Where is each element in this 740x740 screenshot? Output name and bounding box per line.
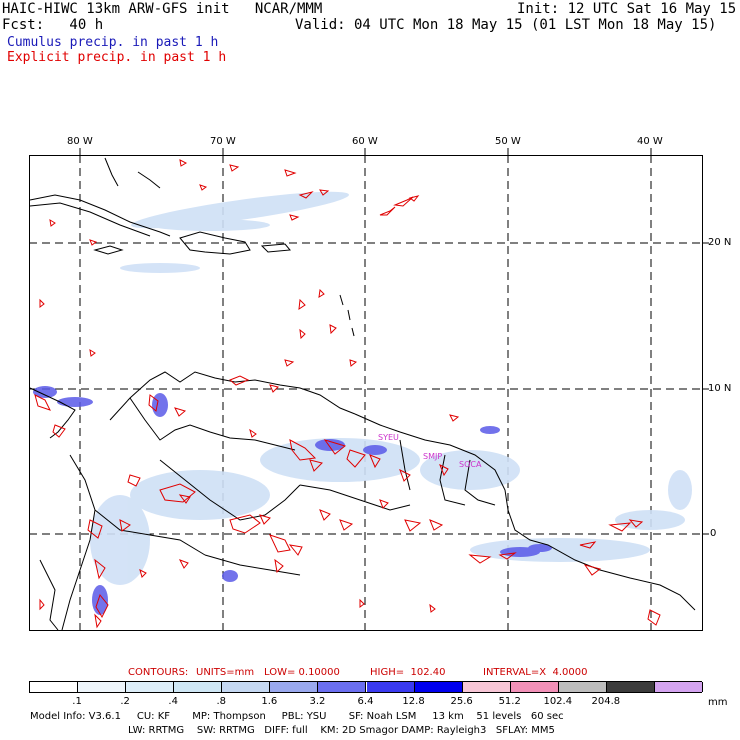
colorbar-swatch (78, 682, 127, 692)
colorbar-label: 3.2 (309, 696, 326, 707)
valid-time: Valid: 04 UTC Mon 18 May 15 (01 LST Mon … (295, 17, 717, 33)
model-info-line1: Model Info: V3.6.1 CU: KF MP: Thompson P… (30, 711, 564, 722)
colorbar-label: .2 (120, 696, 130, 707)
contours-units: UNITS=mm (196, 667, 255, 678)
cumulus-light-shading (90, 191, 692, 585)
lat-lon-grid (29, 155, 702, 630)
colorbar-label: 12.8 (402, 696, 425, 707)
colorbar (29, 681, 703, 693)
colorbar-label: 6.4 (357, 696, 374, 707)
cumulus-heavy-shading (33, 386, 552, 615)
map-frame (29, 155, 703, 631)
colorbar-swatch (222, 682, 271, 692)
colorbar-unit: mm (708, 697, 728, 708)
contours-high: HIGH= 102.40 (370, 667, 446, 678)
model-title: HAIC-HIWC 13km ARW-GFS init NCAR/MMM (2, 1, 323, 17)
contours-interval: INTERVAL=X 4.0000 (483, 667, 588, 678)
colorbar-label: .8 (216, 696, 227, 707)
model-info-line2: LW: RRTMG SW: RRTMG DIFF: full KM: 2D Sm… (128, 725, 555, 736)
station-label: SYEU (378, 433, 399, 442)
colorbar-swatch (174, 682, 223, 692)
legend-explicit: Explicit precip. in past 1 h (7, 50, 227, 65)
tick-marks (79, 148, 709, 535)
lon-label: 40 W (637, 136, 663, 147)
coastlines (29, 157, 696, 631)
colorbar-label: .1 (72, 696, 82, 707)
colorbar-swatch (126, 682, 175, 692)
colorbar-label: .4 (168, 696, 178, 707)
contours-label: CONTOURS: (128, 667, 189, 678)
lat-label: 20 N (708, 237, 732, 248)
colorbar-swatch (366, 682, 415, 692)
station-markers: SYEU SMJP SOCA (378, 433, 482, 469)
lon-label: 80 W (67, 136, 93, 147)
lat-label: 10 N (708, 383, 732, 394)
legend-cumulus: Cumulus precip. in past 1 h (7, 35, 219, 50)
colorbar-label: 102.4 (543, 696, 573, 707)
forecast-hour: Fcst: 40 h (2, 17, 104, 33)
colorbar-swatch (510, 682, 559, 692)
colorbar-label: 51.2 (498, 696, 521, 707)
colorbar-swatch (606, 682, 655, 692)
colorbar-label: 25.6 (450, 696, 473, 707)
lon-label: 60 W (352, 136, 378, 147)
colorbar-swatch (558, 682, 607, 692)
contours-low: LOW= 0.10000 (264, 667, 340, 678)
colorbar-swatch (414, 682, 463, 692)
lon-label: 50 W (495, 136, 521, 147)
explicit-precip-contours (34, 159, 661, 629)
colorbar-swatch (270, 682, 319, 692)
lat-label: 0 (710, 528, 717, 539)
colorbar-swatch (318, 682, 367, 692)
station-label: SOCA (459, 460, 482, 469)
station-label: SMJP (423, 452, 442, 461)
lon-label: 70 W (210, 136, 236, 147)
init-time: Init: 12 UTC Sat 16 May 15 (517, 1, 737, 17)
colorbar-label: 1.6 (261, 696, 278, 707)
colorbar-label: 204.8 (591, 696, 621, 707)
colorbar-swatch (462, 682, 511, 692)
colorbar-swatch (30, 682, 79, 692)
colorbar-swatch (654, 682, 703, 692)
